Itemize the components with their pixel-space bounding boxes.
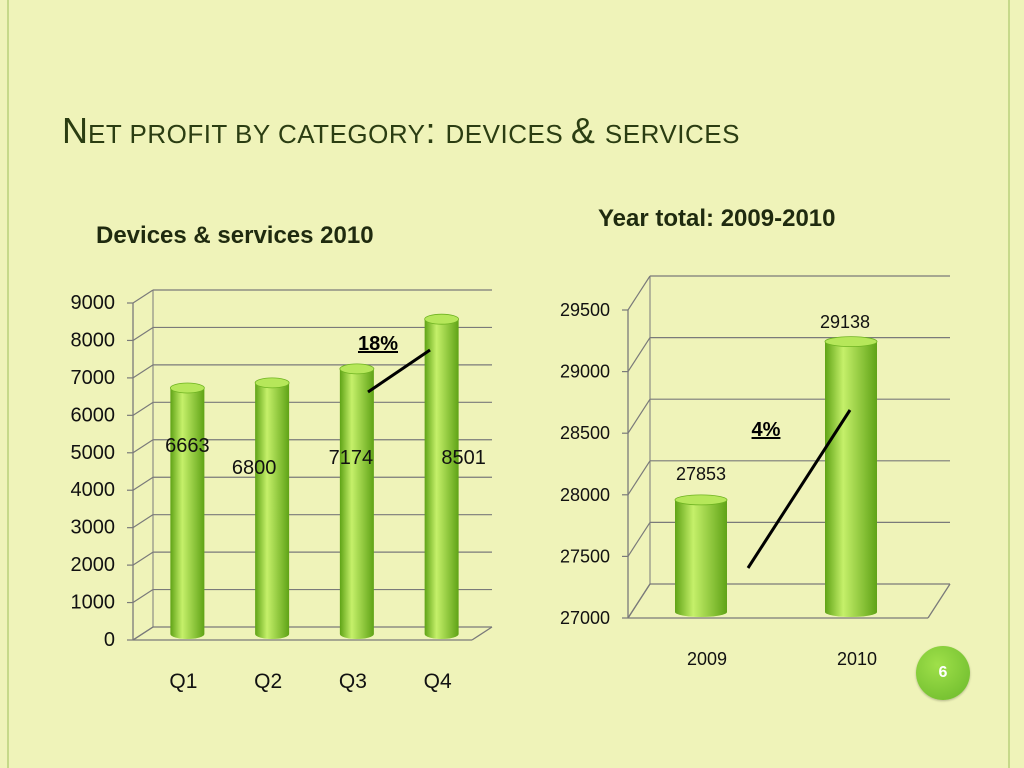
x-tick-label: 2009 [687,649,727,669]
y-tick-label: 1000 [71,592,116,614]
data-label: 6800 [232,457,277,479]
x-tick-label: Q2 [254,670,282,693]
x-tick-label: Q1 [169,670,197,693]
y-tick-label: 0 [104,629,115,651]
gridline-depth [627,275,651,311]
y-tick-label: 4000 [71,479,116,501]
slide-title-part: : [425,110,446,151]
page-number-badge: 6 [916,646,970,700]
y-tick-label: 2000 [71,554,116,576]
gridline-depth [132,401,154,416]
y-tick-label: 6000 [71,404,116,426]
slide-frame-line-right [1008,0,1010,768]
bar-body [170,388,205,639]
bar-body [825,341,877,617]
chart1-title: Devices & services 2010 [96,222,374,249]
gridline-depth [627,522,651,557]
gridline-depth [627,337,651,372]
gridline-depth [132,439,154,454]
bar-body [255,382,290,639]
growth-label: 18% [358,333,398,355]
slide-title: NET PROFIT BY CATEGORY: DEVICES & SERVIC… [62,110,740,152]
bar-top [254,377,290,389]
slide-title-part: N [62,110,88,151]
slide-frame-line-left [7,0,9,768]
y-tick-label: 28000 [560,485,610,505]
y-tick-label: 5000 [71,442,116,464]
bar-top [169,382,205,394]
gridline-depth [627,460,651,496]
gridline-depth [132,476,154,491]
bar [254,377,290,639]
bar-body [339,368,374,639]
bar [169,382,205,639]
y-tick-label: 8000 [71,329,116,351]
chart2-title: Year total: 2009-2010 [598,205,836,232]
y-tick-label: 7000 [71,367,116,389]
gridline-depth [132,589,154,604]
bar [339,363,375,639]
data-label: 7174 [329,447,374,469]
growth-arrow [746,409,852,569]
y-tick-label: 28500 [560,423,610,443]
y-tick-label: 3000 [71,517,116,539]
bar-top [674,494,728,506]
bar [424,313,460,639]
x-tick-label: Q3 [339,670,367,693]
y-tick-label: 27500 [560,546,610,566]
bar-top [824,336,878,347]
growth-arrow [367,348,431,394]
data-label: 6663 [165,435,210,457]
slide-title-part: DEVICES [445,119,571,149]
gridline-depth [132,326,154,341]
y-tick-label: 29500 [560,300,610,320]
bar-top [424,313,460,325]
x-tick-label: Q4 [424,670,452,693]
y-tick-label: 29000 [560,362,610,382]
y-tick-label: 27000 [560,608,610,628]
x-tick-label: 2010 [837,649,877,669]
data-label: 27853 [676,464,726,484]
bar [824,336,878,617]
gridline-depth [132,626,154,641]
gridline-depth [132,514,154,529]
slide-title-part: SERVICES [604,119,740,149]
gridline-depth [627,398,651,434]
data-label: 29138 [820,312,870,332]
gridline-depth [627,583,651,619]
gridline-depth [132,551,154,566]
slide-title-part: ET PROFIT BY CATEGORY [88,119,426,149]
y-tick-label: 9000 [71,292,116,314]
bar [674,494,728,617]
gridline-depth [132,289,154,304]
gridline-depth [132,364,154,379]
floor-right-edge [471,626,493,641]
slide-title-part: & [570,110,605,151]
bar-body [424,319,459,639]
data-label: 8501 [441,447,486,469]
bar-body [675,499,727,617]
bar-top [339,363,375,375]
growth-label: 4% [752,419,781,441]
floor-right-edge [927,583,951,619]
